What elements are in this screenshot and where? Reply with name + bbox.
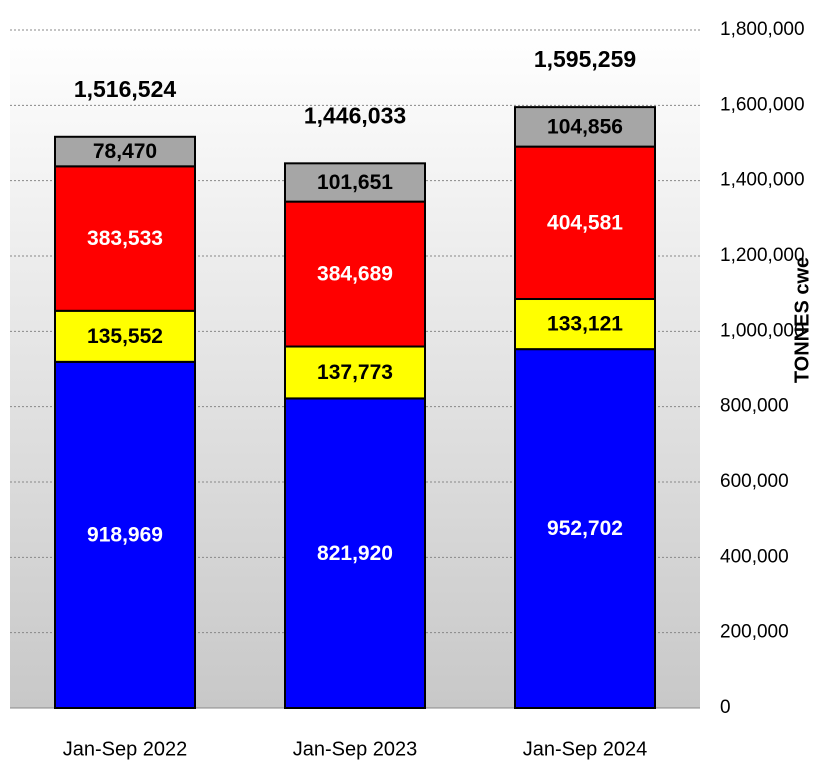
y-tick-label: 1,000,000 — [720, 320, 805, 341]
bar-segment — [284, 345, 426, 400]
y-tick-label: 0 — [720, 697, 731, 718]
x-tick-label: Jan-Sep 2023 — [293, 738, 418, 760]
data-label: 101,651 — [317, 171, 393, 194]
data-label: 133,121 — [547, 313, 623, 336]
bar-segment — [514, 106, 656, 148]
data-label: 104,856 — [547, 115, 623, 138]
data-label: 383,533 — [87, 227, 163, 250]
y-tick-label: 1,400,000 — [720, 170, 805, 191]
x-tick-label: Jan-Sep 2024 — [523, 738, 648, 760]
total-label: 1,516,524 — [74, 76, 177, 102]
bar-segment — [54, 165, 196, 312]
x-tick-label: Jan-Sep 2022 — [63, 738, 188, 760]
y-tick-label: 1,800,000 — [720, 19, 805, 40]
y-tick-label: 600,000 — [720, 471, 789, 492]
data-label: 918,969 — [87, 523, 163, 546]
data-label: 404,581 — [547, 211, 623, 234]
bar-segment — [284, 162, 426, 203]
y-tick-label: 400,000 — [720, 546, 789, 567]
bar-segment — [284, 397, 426, 709]
y-axis-title: TONNES cwe — [791, 257, 813, 383]
bar-segment — [54, 135, 196, 168]
data-label: 821,920 — [317, 542, 393, 565]
bar-segment — [514, 298, 656, 351]
bar-segment — [54, 309, 196, 363]
data-label: 384,689 — [317, 263, 393, 286]
y-tick-label: 800,000 — [720, 396, 789, 417]
y-tick-label: 1,200,000 — [720, 245, 805, 266]
bar-segment — [514, 348, 656, 709]
data-label: 78,470 — [93, 140, 157, 163]
data-label: 952,702 — [547, 517, 623, 540]
total-label: 1,446,033 — [304, 102, 406, 128]
total-label: 1,595,259 — [534, 46, 636, 72]
data-label: 135,552 — [87, 325, 163, 348]
y-tick-label: 1,600,000 — [720, 94, 805, 115]
data-label: 137,773 — [317, 361, 393, 384]
bar-segment — [54, 360, 196, 709]
y-tick-label: 200,000 — [720, 622, 789, 643]
